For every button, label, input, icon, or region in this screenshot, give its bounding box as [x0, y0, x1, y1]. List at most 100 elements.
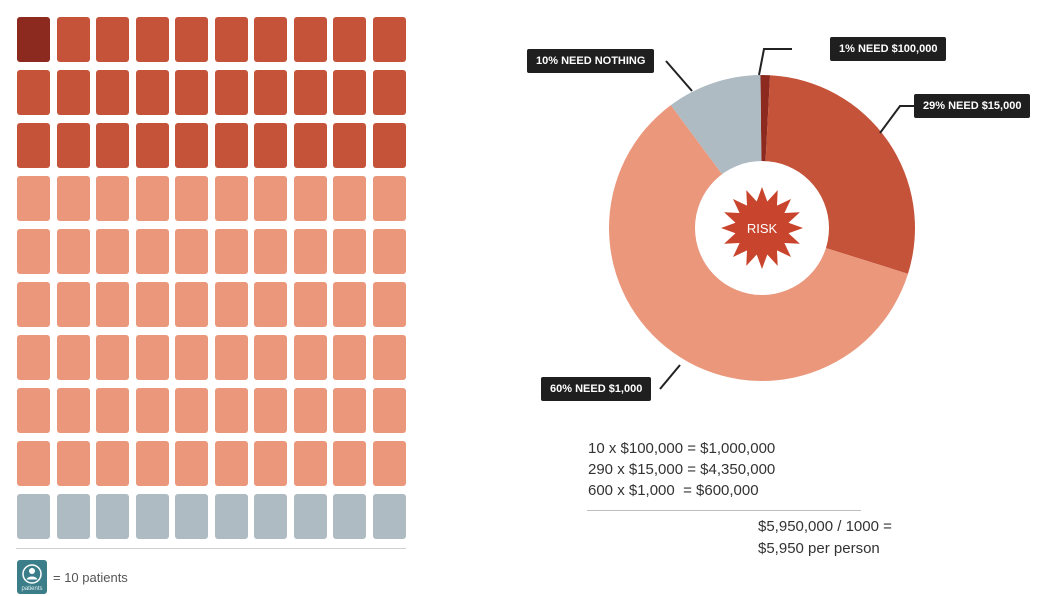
calc-total-per-person: $5,950 per person	[758, 540, 880, 557]
waffle-chart	[0, 0, 420, 596]
waffle-cell	[17, 494, 50, 539]
waffle-cell	[96, 70, 129, 115]
waffle-divider	[16, 548, 406, 549]
waffle-cell	[372, 229, 406, 274]
waffle-cell	[254, 388, 287, 433]
waffle-cell	[17, 282, 50, 327]
waffle-cell	[214, 441, 248, 486]
waffle-cell	[56, 494, 90, 539]
calc-line-15k: 290 x $15,000 = $4,350,000	[588, 461, 776, 478]
waffle-cell	[333, 441, 366, 486]
waffle-cell	[333, 282, 366, 327]
waffle-cell	[96, 176, 129, 221]
calc-total-division: $5,950,000 / 1000 =	[758, 518, 892, 535]
waffle-cell	[56, 388, 90, 433]
donut-chart: RISK	[609, 48, 915, 390]
waffle-cell	[372, 335, 406, 380]
waffle-cell	[214, 229, 248, 274]
waffle-cell	[333, 123, 366, 168]
waffle-cell	[175, 494, 208, 539]
waffle-cell	[17, 17, 50, 62]
waffle-cell	[333, 229, 366, 274]
waffle-cell	[372, 388, 406, 433]
waffle-cell	[254, 494, 287, 539]
waffle-cell	[293, 335, 327, 380]
waffle-cell	[254, 17, 287, 62]
waffle-cell	[293, 282, 327, 327]
waffle-cell	[293, 388, 327, 433]
callout-100k: 1% NEED $100,000	[830, 37, 947, 61]
waffle-cell	[96, 494, 129, 539]
waffle-cell	[333, 494, 366, 539]
legend-unit-label: = 10 patients	[53, 570, 128, 585]
waffle-cell	[175, 335, 208, 380]
waffle-cell	[293, 441, 327, 486]
waffle-cell	[372, 441, 406, 486]
waffle-cell	[372, 70, 406, 115]
waffle-cell	[175, 282, 208, 327]
waffle-cell	[214, 17, 248, 62]
risk-label: RISK	[747, 221, 778, 236]
leader-100k	[758, 48, 792, 76]
waffle-cell	[17, 335, 50, 380]
waffle-cell	[175, 70, 208, 115]
waffle-cell	[17, 176, 50, 221]
waffle-cell	[214, 335, 248, 380]
leader-nothing	[665, 60, 693, 92]
callout-leaders	[659, 48, 914, 390]
waffle-cell	[96, 441, 129, 486]
callout-nothing: 10% NEED NOTHING	[527, 49, 655, 73]
waffle-cell	[372, 282, 406, 327]
waffle-cell	[175, 229, 208, 274]
waffle-cell	[333, 176, 366, 221]
waffle-cell	[96, 17, 129, 62]
waffle-cell	[56, 17, 90, 62]
waffle-cell	[56, 282, 90, 327]
waffle-cell	[214, 123, 248, 168]
waffle-cell	[96, 229, 129, 274]
waffle-cell	[56, 123, 90, 168]
waffle-cell	[135, 282, 169, 327]
waffle-cell	[254, 176, 287, 221]
waffle-cell	[254, 229, 287, 274]
person-icon	[22, 564, 42, 584]
waffle-cell	[254, 282, 287, 327]
waffle-cell	[17, 441, 50, 486]
waffle-cell	[254, 70, 287, 115]
waffle-cell	[293, 176, 327, 221]
waffle-cell	[17, 70, 50, 115]
waffle-cell	[293, 17, 327, 62]
waffle-cell	[96, 123, 129, 168]
waffle-cell	[135, 229, 169, 274]
waffle-cell	[333, 335, 366, 380]
waffle-cell	[17, 229, 50, 274]
waffle-cell	[17, 123, 50, 168]
leader-15k	[879, 105, 914, 134]
waffle-cell	[214, 388, 248, 433]
waffle-cell	[293, 70, 327, 115]
waffle-cell	[135, 70, 169, 115]
risk-starburst-icon	[721, 187, 803, 269]
waffle-cell	[17, 388, 50, 433]
calc-line-1k: 600 x $1,000 = $600,000	[588, 482, 759, 499]
patient-icon: patients	[17, 560, 47, 594]
waffle-cell	[135, 335, 169, 380]
waffle-cell	[293, 494, 327, 539]
waffle-cell	[214, 494, 248, 539]
waffle-cell	[254, 123, 287, 168]
waffle-cell	[254, 335, 287, 380]
waffle-cell	[175, 388, 208, 433]
waffle-cell	[175, 123, 208, 168]
callout-1k: 60% NEED $1,000	[541, 377, 652, 401]
waffle-cell	[135, 441, 169, 486]
calc-divider	[587, 510, 861, 511]
waffle-cell	[135, 494, 169, 539]
waffle-cell	[135, 388, 169, 433]
waffle-cell	[372, 494, 406, 539]
waffle-cell	[96, 335, 129, 380]
waffle-cell	[214, 176, 248, 221]
waffle-cell	[135, 17, 169, 62]
waffle-cell	[56, 335, 90, 380]
waffle-cell	[293, 229, 327, 274]
waffle-cell	[135, 123, 169, 168]
